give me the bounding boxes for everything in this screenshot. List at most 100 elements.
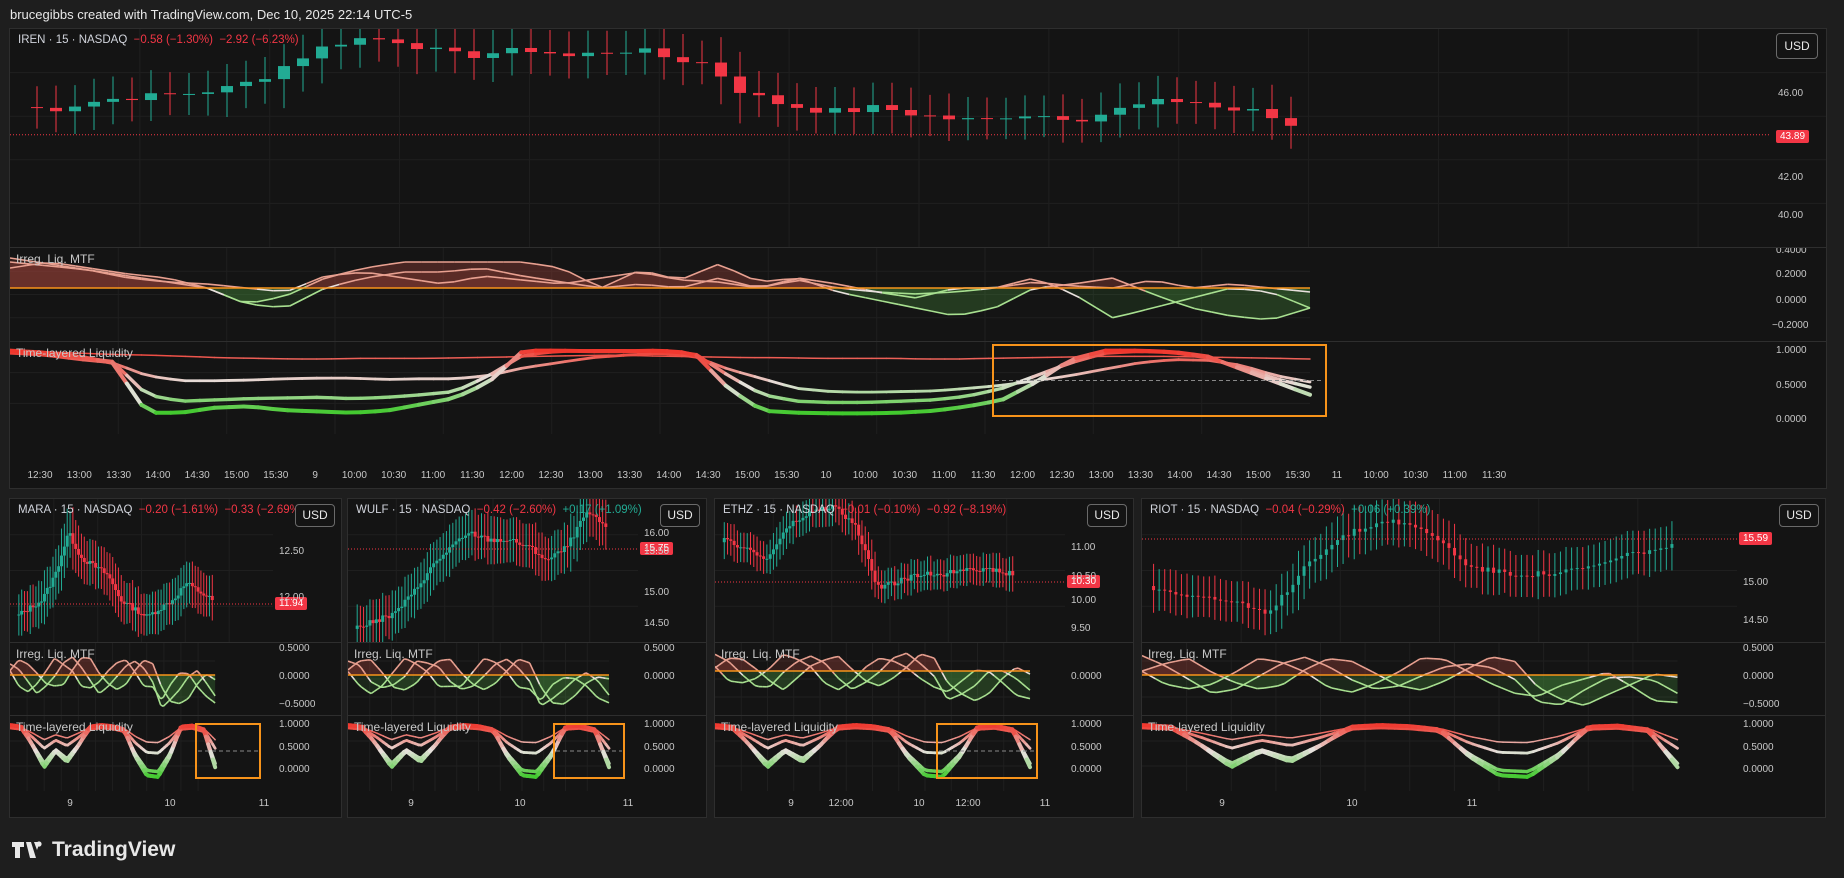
i1-3-line-seg (1270, 665, 1278, 671)
c0-candle (74, 543, 78, 549)
i1-2-line-seg (993, 675, 999, 680)
symbol[interactable]: WULF · 15 · NASDAQ (356, 504, 471, 516)
i1-0-line-seg (144, 659, 148, 663)
price-pane[interactable]: WULF · 15 · NASDAQ −0.42 (−2.60%) +0.17 … (348, 499, 706, 642)
chart-frame-mara[interactable]: MARA · 15 · NASDAQ −0.20 (−1.61%) −0.33 … (9, 498, 342, 818)
main-time-label: 14:00 (656, 470, 682, 481)
chart-frame-riot[interactable]: RIOT · 15 · NASDAQ −0.04 (−0.29%) +0.06 … (1141, 498, 1826, 818)
time-axis[interactable]: 9 10 11 (348, 793, 706, 817)
currency-button[interactable]: USD (1779, 504, 1819, 527)
i1-0-line-seg (27, 663, 32, 668)
time-layered-pane[interactable]: Time-layered Liquidity 1.0000 0.5000 0.0000 (715, 716, 1133, 791)
price-pane[interactable]: ETHZ · 15 · NASDAQ −0.01 (−0.10%) −0.92 … (715, 499, 1133, 642)
time-axis[interactable]: 9 12:00 10 12:00 11 (715, 793, 1133, 817)
pane-divider[interactable] (715, 642, 1133, 643)
price-pane[interactable]: MARA · 15 · NASDAQ −0.20 (−1.61%) −0.33 … (10, 499, 341, 642)
i1-3-line-seg (1426, 670, 1434, 675)
pane-divider[interactable] (348, 642, 706, 643)
i1-3-line-seg (1378, 677, 1387, 683)
irreg-liq-pane[interactable]: Irreg. Liq. MTF 0.0000 (715, 643, 1133, 715)
chart-frame-ethz[interactable]: ETHZ · 15 · NASDAQ −0.01 (−0.10%) −0.92 … (714, 498, 1134, 818)
symbol[interactable]: ETHZ · 15 · NASDAQ (723, 504, 835, 516)
price-pane[interactable]: RIOT · 15 · NASDAQ −0.04 (−0.29%) +0.06 … (1142, 499, 1825, 642)
i1-3-line-seg (1331, 658, 1339, 661)
main-ind2-line-seg (782, 397, 801, 403)
main-ind1-axis-1: 0.2000 (1776, 269, 1807, 280)
currency-button[interactable]: USD (660, 504, 700, 527)
pane-divider[interactable] (10, 715, 341, 716)
c3-candle (1625, 552, 1629, 556)
c1-candle (505, 540, 509, 542)
main-ind2-line-seg (199, 356, 216, 359)
i1-1-line-seg (393, 666, 399, 672)
currency-button[interactable]: USD (295, 504, 335, 527)
c1 (355, 499, 608, 642)
c0-candle (196, 587, 200, 592)
time-axis[interactable]: 9 10 11 (1142, 793, 1825, 817)
main-ind1-axis-0: 0.4000 (1776, 248, 1807, 256)
main-ind2-line-seg (22, 349, 42, 355)
main-ind1-line-seg (190, 282, 208, 285)
main-candle (221, 86, 233, 93)
c2-candle (739, 547, 743, 549)
i1-1-line-seg (602, 676, 606, 680)
i1-2-line-seg (953, 687, 959, 692)
symbol[interactable]: RIOT · 15 · NASDAQ (1150, 504, 1260, 516)
irreg-liq-series (715, 643, 1031, 715)
pane-divider[interactable] (715, 715, 1133, 716)
time-layered-pane[interactable]: Time-layered Liquidity 1.0000 0.5000 0.0000 (348, 716, 706, 791)
i1-1-line-seg (605, 700, 610, 704)
main-irreg-liq-pane[interactable]: Irreg. Liq. MTF 0.4000 0.2000 0.0000 −0.… (10, 248, 1826, 341)
i1-2-line-seg (822, 680, 828, 685)
main-price-pane[interactable]: IREN · 15 · NASDAQ −0.58 (−1.30%) −2.92 … (10, 29, 1826, 247)
i1-0-line-seg (38, 689, 42, 693)
c0-candle (79, 554, 83, 558)
time-layered-pane[interactable]: Time-layered Liquidity 1.0000 0.5000 0.0000 (10, 716, 341, 791)
i1-0-line-seg (173, 692, 177, 697)
main-ind2-line-seg (534, 362, 552, 368)
time-axis[interactable]: 9 10 11 (10, 793, 341, 817)
irreg-liq-pane[interactable]: Irreg. Liq. MTF 0.5000 0.0000 −0.5000 (1142, 643, 1825, 715)
i1-3-line-seg (1474, 664, 1482, 667)
ind2-axis-label: 1.0000 (279, 719, 310, 730)
pane-divider[interactable] (1142, 715, 1825, 716)
main-ind2-line-seg (198, 398, 217, 403)
main-time-layered-pane[interactable]: Time-layered Liquidity 1.0000 0.5000 0.0… (10, 342, 1826, 434)
pane-divider[interactable] (348, 715, 706, 716)
time-layered-label: Time-layered Liquidity (1148, 720, 1265, 734)
i1-3-line-seg (1297, 668, 1305, 673)
i1-1-line-seg (367, 691, 372, 695)
main-ind1-line-seg (305, 288, 324, 299)
main-time-axis[interactable]: 12:30 13:00 13:30 14:00 14:30 15:00 15:30 9 10:0… (10, 464, 1826, 488)
pane-divider[interactable] (10, 642, 341, 643)
c2-candle (909, 574, 913, 581)
i1-2-line-seg (715, 665, 720, 672)
currency-button[interactable]: USD (1087, 504, 1127, 527)
main-symbol[interactable]: IREN · 15 · NASDAQ (18, 34, 128, 46)
main-ind1-line-seg (980, 305, 998, 312)
i1-0-line-seg (175, 689, 180, 694)
i1-0-line-seg (118, 670, 123, 675)
tradingview-logo[interactable]: TradingView (12, 838, 175, 862)
main-pane-divider-2[interactable] (10, 341, 1826, 342)
time-layered-pane[interactable]: Time-layered Liquidity 1.0000 0.5000 0.0000 (1142, 716, 1825, 791)
main-pane-divider-1[interactable] (10, 247, 1826, 248)
main-ind1-line-seg (1227, 314, 1245, 319)
pane-divider[interactable] (1142, 642, 1825, 643)
chart-frame-wulf[interactable]: WULF · 15 · NASDAQ −0.42 (−2.60%) +0.17 … (347, 498, 707, 818)
main-ind1-line-seg (964, 288, 981, 292)
c3-candle (1609, 560, 1613, 563)
c3-candle (1564, 569, 1568, 573)
main-ind2-line-seg (958, 386, 976, 391)
main-candle (487, 53, 499, 58)
time-layered-series (10, 716, 261, 791)
symbol[interactable]: MARA · 15 · NASDAQ (18, 504, 133, 516)
main-chart-frame[interactable]: IREN · 15 · NASDAQ −0.58 (−1.30%) −2.92 … (9, 28, 1827, 489)
main-currency-button[interactable]: USD (1776, 33, 1818, 59)
i1-1-line-seg (387, 684, 392, 688)
i1-2-line-seg (890, 676, 895, 681)
irreg-liq-pane[interactable]: Irreg. Liq. MTF 0.5000 0.0000 −0.5000 (10, 643, 341, 715)
i1-2-line-seg (977, 696, 983, 700)
c3-candle (1263, 609, 1267, 614)
irreg-liq-pane[interactable]: Irreg. Liq. MTF 0.5000 0.0000 (348, 643, 706, 715)
